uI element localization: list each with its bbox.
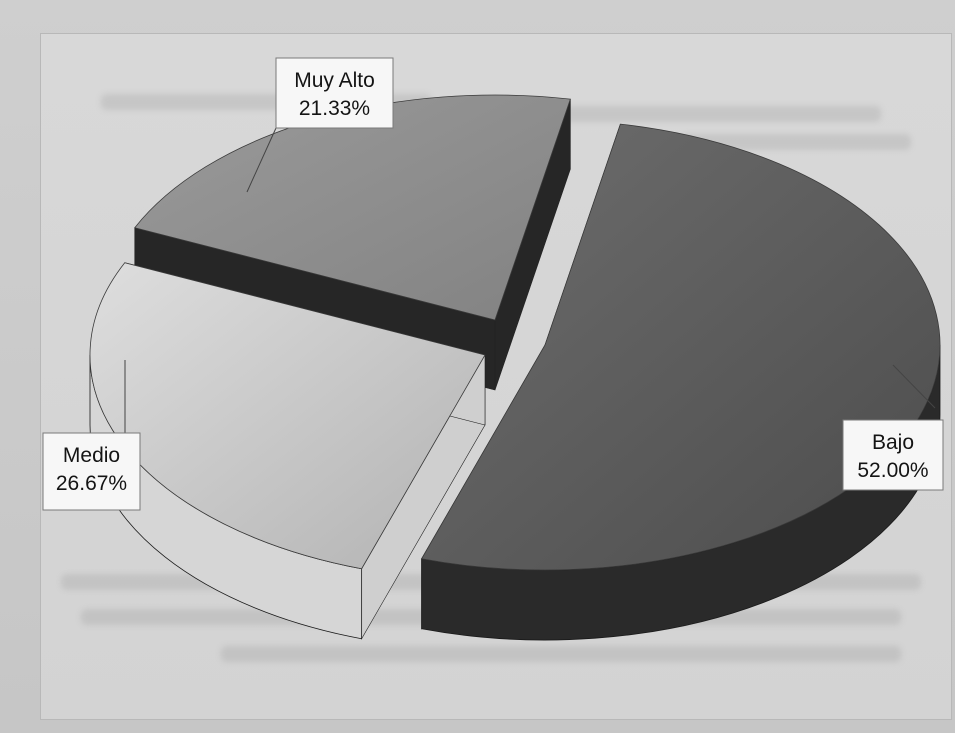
pie-slice-medio bbox=[89, 262, 486, 640]
data-label-category-muy-alto: Muy Alto bbox=[294, 69, 375, 92]
data-label-box-muy-alto bbox=[275, 57, 394, 129]
bleed-through-text bbox=[221, 646, 901, 662]
data-label-category-bajo: Bajo bbox=[872, 431, 914, 454]
data-label-percent-muy-alto: 21.33% bbox=[299, 97, 370, 120]
data-label-percent-medio: 26.67% bbox=[56, 472, 127, 495]
data-label-box-bajo bbox=[842, 419, 944, 491]
data-label-percent-bajo: 52.00% bbox=[857, 459, 928, 482]
data-label-category-medio: Medio bbox=[63, 444, 120, 467]
leader-line-muy-alto bbox=[246, 127, 277, 193]
data-label-box-medio bbox=[42, 432, 141, 511]
data-labels: Bajo 52.00% Medio 26.67% Muy Alto 21.33% bbox=[42, 57, 944, 511]
bleed-through-text bbox=[681, 134, 911, 150]
leader-line-bajo bbox=[892, 364, 936, 409]
pie-slices bbox=[89, 94, 941, 641]
pie-slice-bajo bbox=[420, 123, 941, 641]
pie-slice-bajo-top bbox=[420, 123, 941, 571]
